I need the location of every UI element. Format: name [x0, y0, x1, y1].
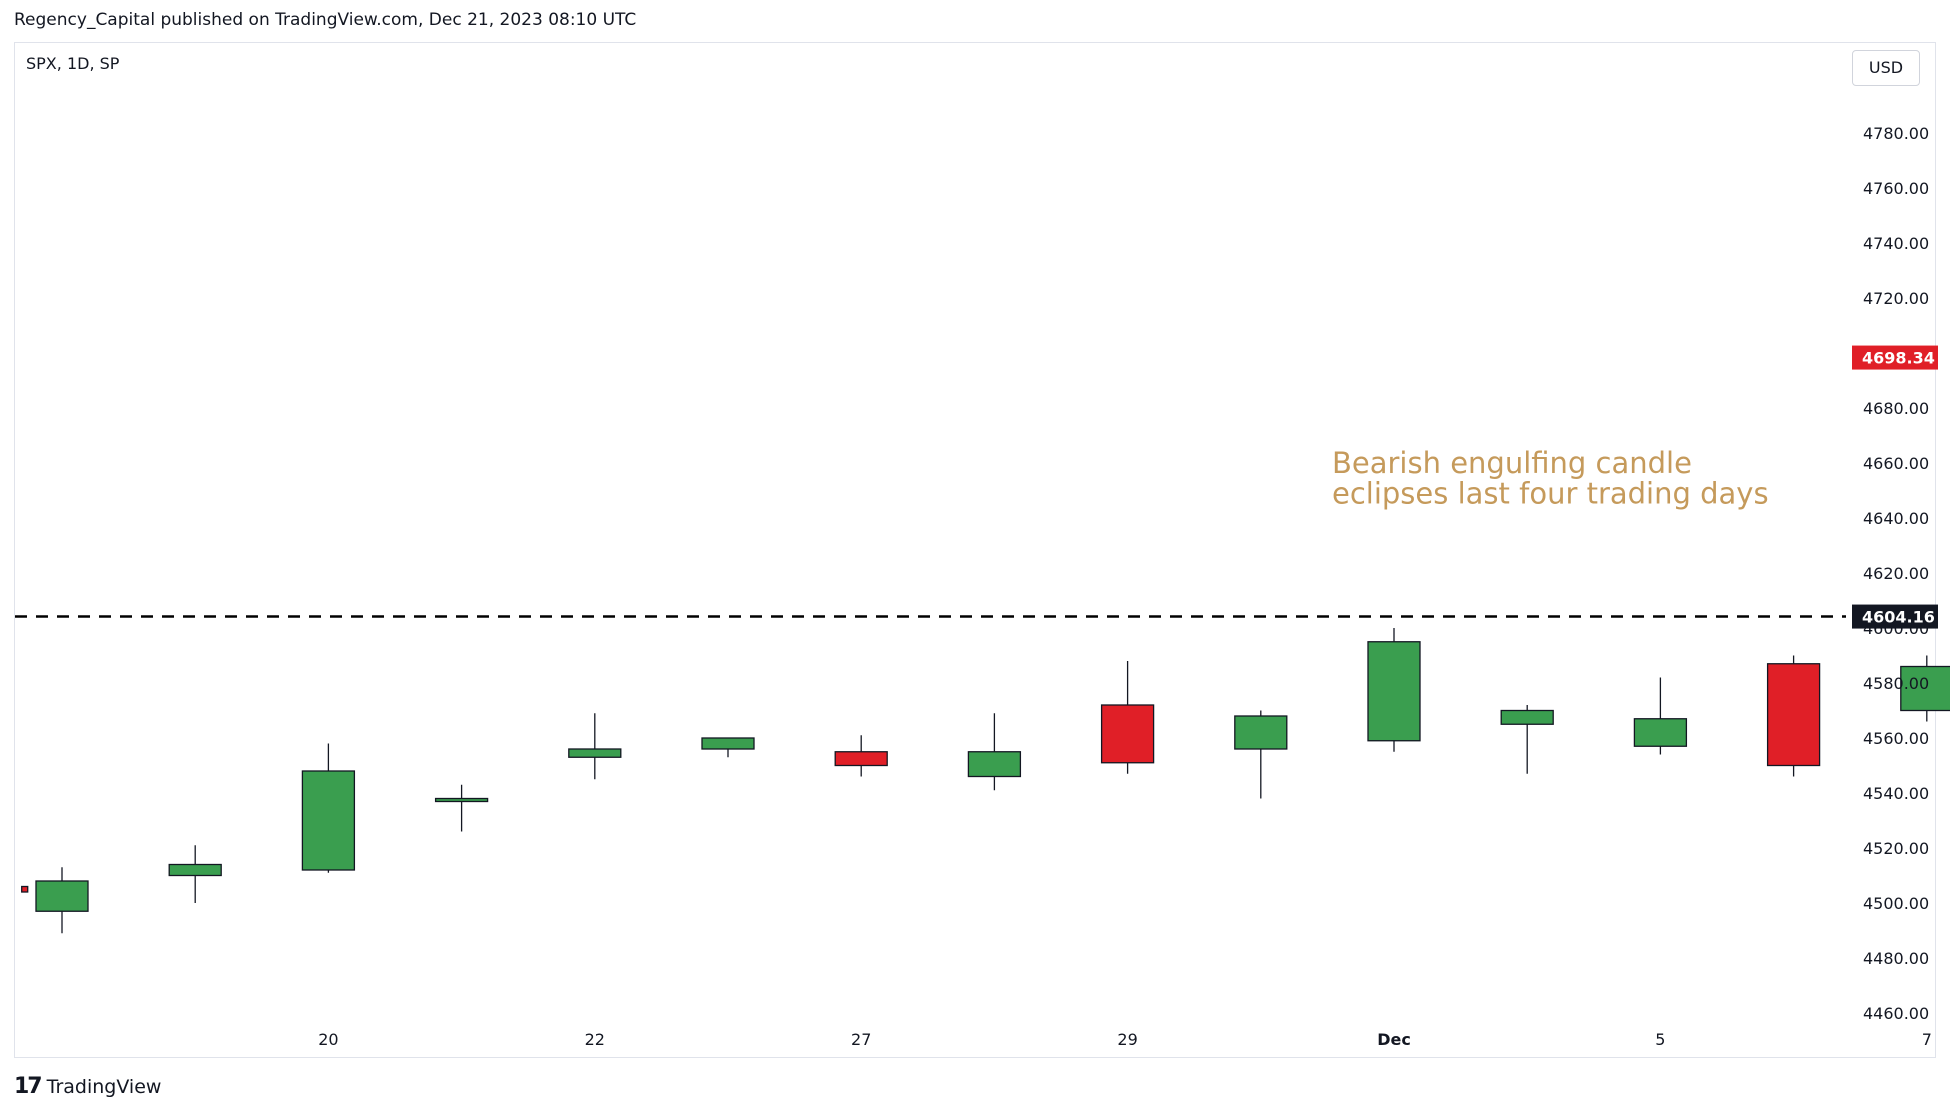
price-tick-label: 4640.00 [1863, 509, 1929, 528]
publisher-header: Regency_Capital published on TradingView… [14, 10, 637, 30]
horizontal-level-price-tag: 4604.16 [1852, 604, 1938, 629]
price-tick-label: 4780.00 [1863, 124, 1929, 143]
price-tick-label: 4720.00 [1863, 289, 1929, 308]
candlestick-chart[interactable]: Bearish engulfing candle eclipses last f… [0, 0, 1950, 1060]
candle-body [1100, 704, 1155, 764]
candle-5[interactable] [568, 713, 622, 780]
candle-body [701, 737, 755, 750]
price-tick-label: 4680.00 [1863, 399, 1929, 418]
price-tick-label: 4520.00 [1863, 839, 1929, 858]
price-tick-label: 4480.00 [1863, 949, 1929, 968]
candle-9[interactable] [1100, 661, 1155, 774]
symbol-label[interactable]: SPX, 1D, SP [26, 54, 120, 73]
time-tick-label: 22 [585, 1030, 605, 1049]
candle-0[interactable] [21, 885, 29, 893]
annotation-line-2[interactable]: eclipses last four trading days [1332, 476, 1769, 510]
time-tick-label: 5 [1655, 1030, 1665, 1049]
annotation-line-1[interactable]: Bearish engulfing candle [1332, 446, 1692, 480]
price-tick-label: 4560.00 [1863, 729, 1929, 748]
price-tick-label: 4500.00 [1863, 894, 1929, 913]
candle-4[interactable] [434, 784, 489, 832]
candles-group [21, 628, 1950, 934]
time-tick-label: 29 [1117, 1030, 1137, 1049]
price-tick-label: 4580.00 [1863, 674, 1929, 693]
candle-10[interactable] [1234, 710, 1288, 799]
price-tick-label: 4540.00 [1863, 784, 1929, 803]
candle-15[interactable] [1900, 655, 1950, 722]
chart-frame [14, 42, 1936, 1058]
candle-12[interactable] [1500, 705, 1554, 774]
price-tick-label: 4460.00 [1863, 1004, 1929, 1023]
price-axis[interactable]: 4460.00 4480.00 4500.00 4520.00 4540.00 4560.… [1863, 124, 1929, 1023]
time-tick-label: 20 [318, 1030, 338, 1049]
time-axis[interactable]: 20222729Dec571113182026 [318, 1030, 1950, 1049]
candle-2[interactable] [168, 845, 222, 903]
candle-8[interactable] [967, 713, 1022, 791]
candle-11[interactable] [1367, 628, 1421, 752]
candle-body [834, 751, 888, 767]
candle-body [967, 751, 1022, 778]
candle-body [1633, 718, 1688, 747]
price-tick-label: 4620.00 [1863, 564, 1929, 583]
price-tick-label: 4760.00 [1863, 179, 1929, 198]
candle-body [1500, 709, 1554, 725]
candle-body [1766, 663, 1821, 767]
candle-body [301, 770, 356, 871]
candle-7[interactable] [834, 735, 888, 777]
candle-body [35, 880, 89, 912]
currency-button[interactable]: USD [1852, 50, 1920, 86]
candle-body [21, 885, 29, 893]
candle-3[interactable] [301, 743, 356, 873]
candle-body [1367, 641, 1421, 742]
candle-13[interactable] [1633, 677, 1688, 755]
price-tick-label: 4740.00 [1863, 234, 1929, 253]
last-price-text: 4698.34 [1862, 349, 1935, 368]
candle-6[interactable] [701, 737, 755, 758]
horizontal-level-price-text: 4604.16 [1862, 608, 1935, 627]
footer-branding[interactable]: 17 TradingView [14, 1074, 161, 1099]
candle-14[interactable] [1766, 655, 1821, 777]
candle-body [168, 863, 222, 877]
time-tick-label: Dec [1377, 1030, 1411, 1049]
last-price-tag: 4698.34 [1852, 345, 1938, 370]
candle-body [1900, 665, 1950, 712]
candle-body [568, 748, 622, 758]
price-tick-label: 4660.00 [1863, 454, 1929, 473]
candle-body [434, 797, 489, 803]
candle-1[interactable] [35, 867, 89, 934]
tradingview-logo-icon: 17 [14, 1074, 43, 1099]
time-tick-label: 7 [1922, 1030, 1932, 1049]
time-tick-label: 27 [851, 1030, 871, 1049]
candle-body [1234, 715, 1288, 750]
footer-brand-text: TradingView [46, 1075, 162, 1098]
